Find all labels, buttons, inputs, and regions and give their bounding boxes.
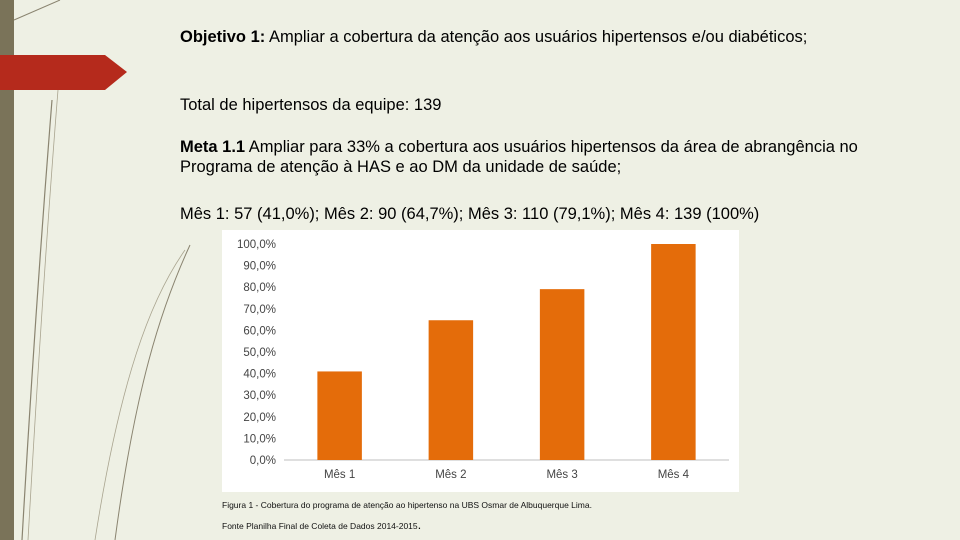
coverage-chart: 0,0% 10,0% 20,0% 30,0% 40,0% 50,0% 60,0% 70,0% 8… bbox=[222, 230, 739, 492]
source-caption: Fonte Planilha Final de Coleta de Dados … bbox=[222, 517, 421, 532]
figure-caption: Figura 1 - Cobertura do programa de aten… bbox=[222, 500, 592, 510]
x-tick-label: Mês 1 bbox=[324, 469, 355, 481]
objective-paragraph: Objetivo 1: Ampliar a cobertura da atenç… bbox=[180, 27, 807, 47]
x-tick-label: Mês 4 bbox=[658, 469, 690, 481]
y-tick-label: 60,0% bbox=[243, 325, 276, 337]
bar-3 bbox=[539, 289, 585, 460]
monthly-results: Mês 1: 57 (41,0%); Mês 2: 90 (64,7%); Mê… bbox=[180, 205, 760, 223]
y-tick-label: 20,0% bbox=[243, 412, 276, 424]
y-tick-label: 50,0% bbox=[243, 347, 276, 359]
y-tick-label: 70,0% bbox=[243, 304, 276, 316]
goal-paragraph: Meta 1.1 Ampliar para 33% a cobertura ao… bbox=[180, 137, 900, 177]
left-accent-bar bbox=[0, 0, 14, 540]
red-arrow-banner bbox=[0, 55, 127, 90]
goal-text: Ampliar para 33% a cobertura aos usuário… bbox=[180, 138, 858, 176]
bar-2 bbox=[428, 320, 474, 460]
source-dot: . bbox=[417, 517, 422, 532]
x-tick-label: Mês 2 bbox=[435, 469, 466, 481]
goal-label: Meta 1.1 bbox=[180, 138, 246, 156]
y-tick-label: 0,0% bbox=[250, 455, 276, 467]
objective-text: Ampliar a cobertura da atenção aos usuár… bbox=[265, 28, 808, 46]
y-tick-label: 80,0% bbox=[243, 282, 276, 294]
total-hypertensive: Total de hipertensos da equipe: 139 bbox=[180, 96, 442, 114]
bar-4 bbox=[651, 244, 696, 460]
y-tick-label: 100,0% bbox=[237, 239, 276, 251]
bar-1 bbox=[317, 371, 362, 460]
y-tick-label: 10,0% bbox=[243, 433, 276, 445]
bar-chart-svg: 0,0% 10,0% 20,0% 30,0% 40,0% 50,0% 60,0% 70,0% 8… bbox=[237, 239, 729, 481]
objective-label: Objetivo 1: bbox=[180, 28, 266, 46]
decorative-lines bbox=[13, 0, 191, 540]
x-tick-label: Mês 3 bbox=[546, 469, 577, 481]
y-tick-label: 90,0% bbox=[243, 261, 276, 273]
y-tick-label: 40,0% bbox=[243, 369, 276, 381]
y-tick-label: 30,0% bbox=[243, 390, 276, 402]
source-text: Fonte Planilha Final de Coleta de Dados … bbox=[222, 521, 418, 531]
